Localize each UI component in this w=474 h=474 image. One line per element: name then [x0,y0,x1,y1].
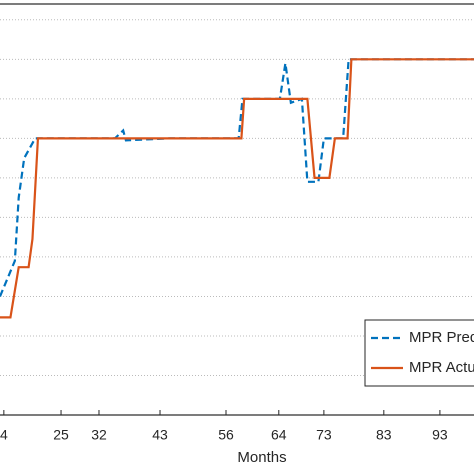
legend-box [364,319,474,387]
x-tick-label: 73 [316,427,332,443]
x-axis-label: Months [237,449,286,466]
x-tick-label: 25 [53,427,69,443]
x-tick-label: 93 [432,427,448,443]
x-tick-label: 83 [376,427,392,443]
x-tick-label: 64 [271,427,287,443]
legend-label: MPR Actual [409,359,474,376]
x-tick-label: 56 [218,427,234,443]
x-tick-label: 32 [91,427,107,443]
x-tick-label: 43 [152,427,168,443]
series-line [0,58,474,319]
x-tick-label: 4 [0,427,8,443]
legend-label: MPR Predicted [409,329,474,346]
plot-frame [0,3,474,416]
legend: MPR Predicted MPR Actual [364,319,474,387]
